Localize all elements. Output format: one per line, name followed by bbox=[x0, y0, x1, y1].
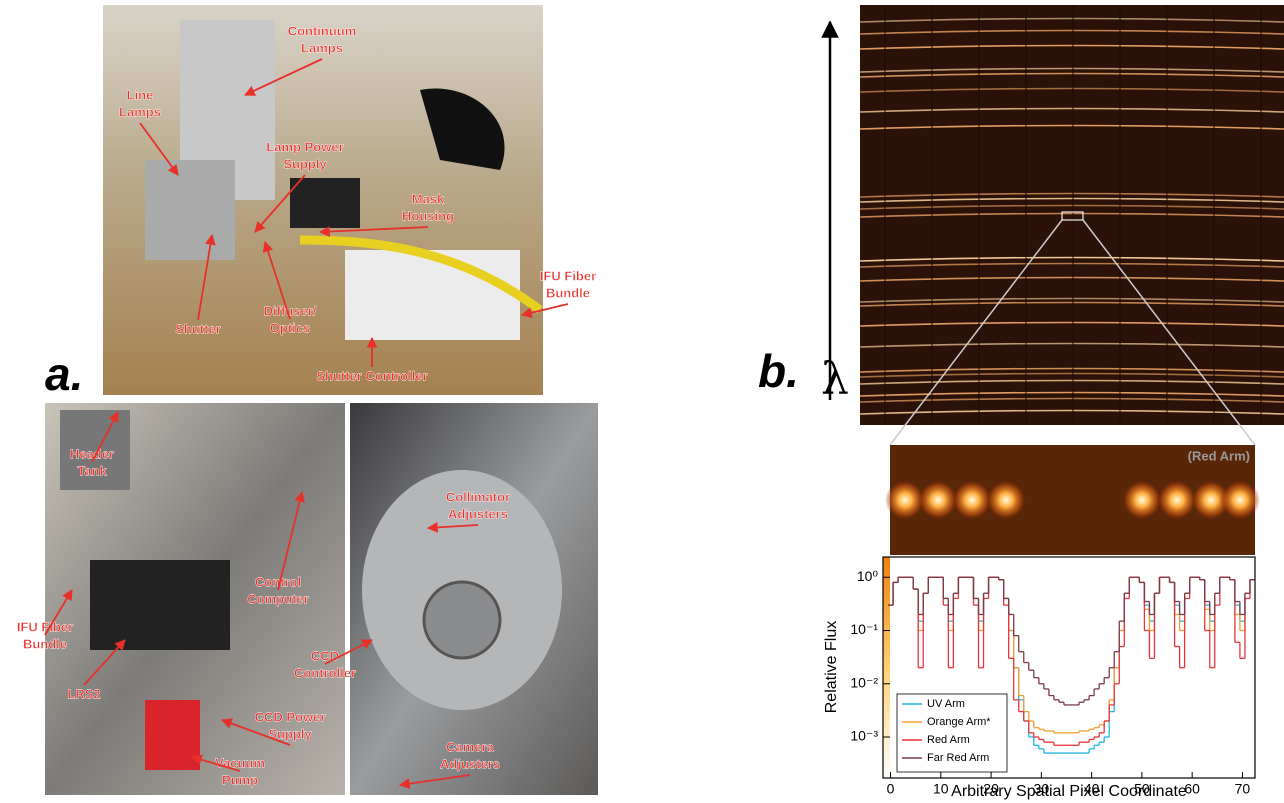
photo-label: Camera bbox=[446, 739, 494, 754]
photo-label: Continuum bbox=[288, 23, 357, 38]
shutter-controller bbox=[345, 250, 520, 340]
photo-label: Tank bbox=[77, 463, 107, 478]
photo-label: Lamps bbox=[301, 40, 343, 55]
photo-label: Adjusters bbox=[440, 756, 500, 771]
fiber-spot bbox=[1220, 480, 1260, 520]
photo-label: Optics bbox=[270, 320, 310, 335]
vacuum-pump bbox=[145, 700, 200, 770]
photo-label: Collimator bbox=[446, 489, 510, 504]
photo-label: Pump bbox=[222, 772, 258, 787]
photo-label: Adjusters bbox=[448, 506, 508, 521]
colorbar bbox=[883, 557, 890, 778]
wavelength-symbol: λ bbox=[821, 354, 849, 405]
photo-label: Shutter Controller bbox=[316, 368, 427, 383]
photo-label: Bundle bbox=[23, 636, 67, 651]
x-tick-label: 20 bbox=[983, 781, 999, 797]
photo-label: CCD Power bbox=[255, 709, 326, 724]
camera-lens bbox=[424, 582, 500, 658]
photo-label: Mask bbox=[412, 191, 445, 206]
legend-label: Far Red Arm bbox=[927, 752, 989, 764]
y-tick-label: 10⁻¹ bbox=[850, 621, 878, 637]
fiber-spot bbox=[1122, 480, 1162, 520]
y-axis-label: Relative Flux bbox=[823, 621, 840, 713]
photo-label: IFU Fiber bbox=[540, 268, 596, 283]
panel-letter: b. bbox=[758, 345, 799, 397]
photo-label: Line bbox=[127, 87, 154, 102]
lamp-box bbox=[145, 160, 235, 260]
photo-label: Lamp Power bbox=[266, 139, 343, 154]
photo-label: Lamps bbox=[119, 104, 161, 119]
photo-label: Shutter bbox=[175, 321, 221, 336]
photo-label: Vacuum bbox=[215, 755, 265, 770]
photo-label: Computer bbox=[247, 591, 308, 606]
legend-label: UV Arm bbox=[927, 698, 965, 710]
y-tick-label: 10⁰ bbox=[857, 568, 879, 584]
photo-label: Housing bbox=[402, 208, 454, 223]
figure: a. b. λ (Red Arm) Arbitrary Spatial Pixe… bbox=[0, 0, 1284, 803]
lrs2-frame bbox=[90, 560, 230, 650]
photo-label: Supply bbox=[283, 156, 327, 171]
photo-label: LRS2 bbox=[67, 686, 100, 701]
photo-label: Controller bbox=[294, 665, 356, 680]
photo-label: CCD bbox=[311, 648, 339, 663]
x-tick-label: 0 bbox=[887, 781, 895, 797]
photo-label: IFU Fiber bbox=[17, 619, 73, 634]
x-tick-label: 40 bbox=[1084, 781, 1100, 797]
zoom-label: (Red Arm) bbox=[1188, 448, 1250, 463]
x-tick-label: 70 bbox=[1235, 781, 1251, 797]
photo-label: Header bbox=[70, 446, 114, 461]
x-tick-label: 30 bbox=[1034, 781, 1050, 797]
panel-letter: a. bbox=[45, 348, 83, 400]
photo-label: Bundle bbox=[546, 285, 590, 300]
legend-label: Orange Arm* bbox=[927, 716, 991, 728]
legend-label: Red Arm bbox=[927, 734, 970, 746]
x-tick-label: 60 bbox=[1184, 781, 1200, 797]
y-tick-label: 10⁻³ bbox=[850, 728, 878, 744]
power-supply bbox=[290, 178, 360, 228]
x-tick-label: 50 bbox=[1134, 781, 1150, 797]
x-tick-label: 10 bbox=[933, 781, 949, 797]
fiber-spot bbox=[986, 480, 1026, 520]
photo-label: Diffuser/ bbox=[264, 303, 317, 318]
y-tick-label: 10⁻² bbox=[850, 674, 878, 690]
